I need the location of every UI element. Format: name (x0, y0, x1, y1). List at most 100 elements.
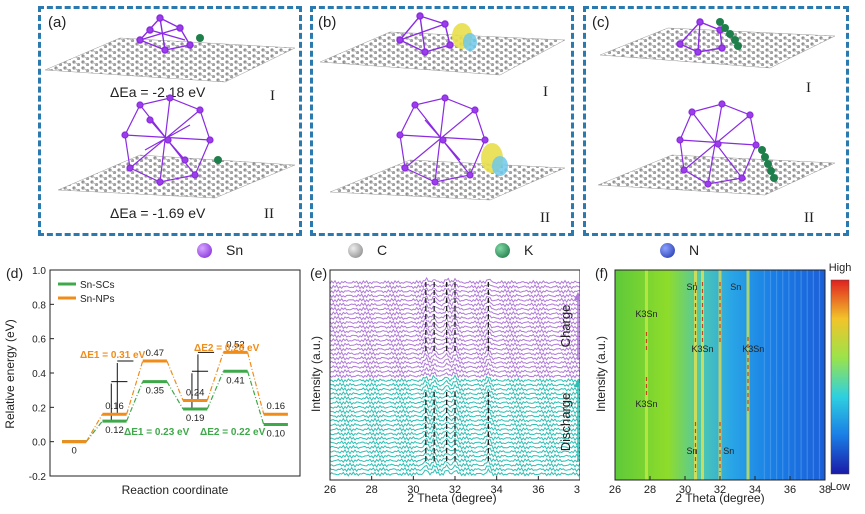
panel-d-ytick-label: 1.0 (32, 266, 46, 277)
panel-c-label: (c) (592, 14, 610, 31)
panel-e-trace-discharge (330, 373, 580, 384)
panel-d-legend-sn-nps: Sn-NPs (80, 294, 114, 305)
panel-d-connector (85, 413, 103, 442)
panel-b-row-ii: II (540, 210, 550, 226)
panel-b-cluster-small (396, 12, 454, 56)
sn-atom-icon (197, 242, 212, 258)
panel-f-ylabel: Intensity (a.u.) (594, 336, 608, 412)
legend-k-label: K (524, 242, 534, 258)
panel-f-xtick-label: 30 (679, 484, 691, 496)
panel-b-sheet-i (319, 31, 566, 76)
panel-d-label: (d) (6, 265, 23, 281)
panel-c-cluster-small (676, 18, 726, 56)
legend-c-label: C (377, 242, 388, 258)
legend-k: K (495, 242, 533, 258)
panel-e-xtick-label: 30 (407, 484, 419, 496)
panel-e-trace-charge (329, 312, 580, 321)
panel-e-trace-discharge (329, 451, 580, 459)
panel-d-barrier-scs-2: ΔE2 = 0.22 eV (200, 427, 266, 438)
panel-c-sheet-ii (597, 154, 836, 196)
panel-e-trace-charge (329, 303, 580, 313)
panel-f-annotation: K3Sn (742, 344, 764, 354)
panel-b-charge-density-ii-blue (492, 156, 508, 176)
panel-e-xtick-label: 36 (532, 484, 544, 496)
panel-d-barrier-nps-2: ΔE2 = 0.28 eV (194, 343, 260, 354)
panel-e-label: (e) (310, 265, 327, 281)
legend-c: C (348, 242, 387, 258)
panel-a-frame (38, 6, 302, 236)
panel-a-row-i: I (270, 88, 275, 104)
panel-e-trace-charge (329, 351, 580, 362)
panel-e-trace-charge (329, 366, 580, 375)
panel-e-xtick-label: 28 (366, 484, 378, 496)
panel-e-trace-charge (329, 320, 580, 330)
panel-f-heatmap: (f) 26 28 30 32 34 36 38 Sn Sn K3Sn K3Sn K3Sn K3Sn S… (594, 262, 852, 505)
panel-d-connector (126, 360, 144, 415)
legend-n: N (660, 242, 699, 258)
panel-d-connector (126, 381, 144, 422)
panel-d-level-value: 0.35 (146, 386, 165, 397)
panel-d-ytick-label: 0.2 (32, 403, 46, 414)
panel-f-colorbar-low: Low (830, 481, 850, 493)
panel-a-sheet-ii (57, 154, 296, 199)
panel-f-annotation: K3Sn (691, 344, 713, 354)
panel-d-level-value: 0.16 (105, 401, 124, 412)
legend-sn: Sn (197, 242, 243, 258)
panel-e-xtick-label: 38 (574, 484, 580, 496)
panel-d-barrier-scs-1: ΔE1 = 0.23 eV (124, 427, 190, 438)
panel-e-trace-discharge (329, 459, 580, 468)
panel-d-ytick-label: -0.2 (29, 472, 47, 483)
panel-f-intensity-stripe (788, 270, 790, 480)
structure-illustrations (44, 12, 836, 201)
panel-f-xtick-label: 38 (819, 484, 831, 496)
panel-e-trace-charge (329, 356, 580, 366)
panel-e-trace-discharge (329, 378, 580, 388)
panel-e-xrd-chart: (e) 26 28 30 32 34 36 38 Intensity (a.u.) 2 Th… (309, 265, 580, 505)
legend-n-label: N (689, 242, 700, 258)
panel-a-row-ii: II (264, 206, 274, 222)
panel-f-intensity-stripe (769, 270, 772, 480)
panel-d-ylabel: Relative energy (eV) (3, 319, 17, 428)
panel-e-trace-discharge (329, 383, 580, 393)
panel-a-energy-i: ΔEa = -2.18 eV (110, 84, 206, 100)
n-atom-icon (660, 242, 675, 258)
panel-e-charge-label: Charge (558, 305, 573, 348)
panel-c-sheet-i (599, 27, 836, 69)
panel-d-level-value: 0.19 (186, 413, 205, 424)
panel-b-row-i: I (543, 84, 548, 100)
k-atom-icon (495, 242, 510, 258)
panel-c-frame (583, 6, 849, 236)
panel-f-intensity-stripe (645, 270, 648, 480)
panel-f-annotation: Sn (686, 282, 697, 292)
panel-f-intensity-stripe (776, 270, 778, 480)
panel-f-intensity-stripe (812, 270, 814, 480)
panel-a-energy-ii: ΔEa = -1.69 eV (110, 205, 206, 221)
panel-e-trace-charge (329, 370, 580, 379)
panel-c-cluster-large (676, 100, 760, 188)
panel-e-trace-discharge (329, 463, 580, 473)
panel-f-xtick-label: 26 (609, 484, 621, 496)
panel-d-connector (166, 381, 184, 410)
c-atom-icon (348, 242, 363, 258)
panel-c-k-chain-ii (758, 146, 778, 182)
panel-f-annotation: Sn (686, 446, 697, 456)
panel-f-xtick-label: 34 (749, 484, 761, 496)
panel-f-annotation: K3Sn (635, 399, 657, 409)
panel-e-charge-arrow-head (574, 292, 580, 300)
panel-d-xlabel: Reaction coordinate (122, 483, 229, 497)
panel-d-connector (206, 371, 224, 410)
panel-d-connector (247, 371, 265, 425)
panel-a-k-atom-ii (214, 156, 222, 164)
panel-f-intensity-stripe (701, 270, 704, 480)
legend-sn-label: Sn (226, 242, 244, 258)
panel-a-cluster-small (136, 14, 194, 54)
panel-a-sheet-i (44, 37, 296, 83)
panel-f-intensity-stripe (800, 270, 802, 480)
panel-f-intensity-stripe (763, 270, 765, 480)
panel-e-xtick-label: 34 (491, 484, 503, 496)
panel-f-colorbar-high: High (829, 262, 852, 274)
panel-c-row-ii: II (804, 210, 814, 226)
panel-d-connector (166, 360, 184, 401)
panel-e-trace-charge (329, 361, 580, 370)
panel-f-annotation: Sn (723, 446, 734, 456)
